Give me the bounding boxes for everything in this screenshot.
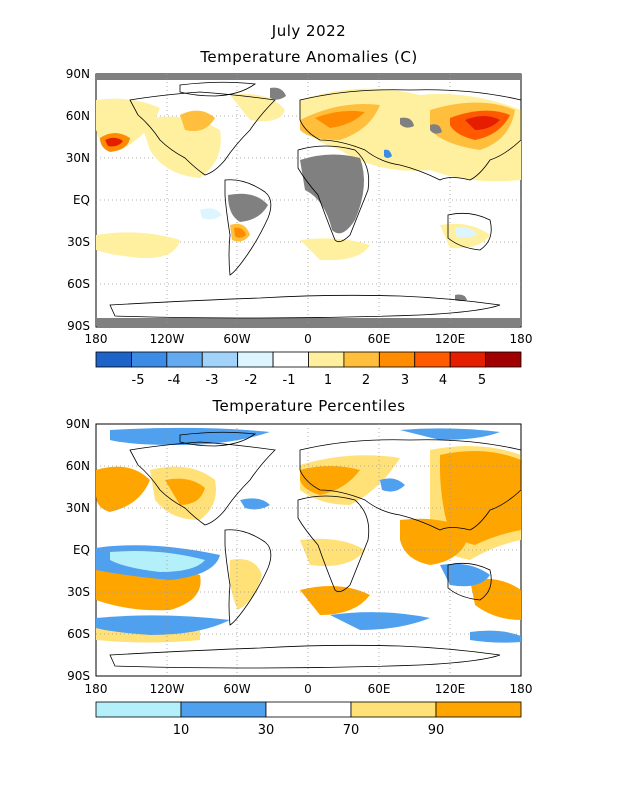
colorbar-swatch bbox=[265, 701, 352, 718]
lon-label: 0 bbox=[304, 332, 312, 346]
lat-label: EQ bbox=[73, 193, 90, 207]
colorbar-label: 4 bbox=[439, 373, 447, 388]
lon-label: 60W bbox=[223, 332, 250, 346]
lat-label: 30S bbox=[67, 235, 90, 249]
colorbar-label: 1 bbox=[324, 373, 332, 388]
lat-label: 30S bbox=[67, 585, 90, 599]
lat-label: 30N bbox=[66, 151, 90, 165]
lat-label: 60N bbox=[66, 109, 90, 123]
lon-label: 180 bbox=[510, 332, 533, 346]
anomaly-colorbar bbox=[95, 351, 522, 368]
lat-label: 90N bbox=[66, 417, 90, 431]
percentile-map-title: Temperature Percentiles bbox=[212, 397, 406, 415]
colorbar-label: -3 bbox=[206, 373, 219, 388]
lon-label: 120W bbox=[150, 332, 185, 346]
colorbar-swatch bbox=[308, 351, 345, 368]
colorbar-swatch bbox=[435, 701, 522, 718]
lon-label: 120E bbox=[435, 682, 466, 696]
lat-label: 90S bbox=[67, 669, 90, 683]
lat-label: 90S bbox=[67, 319, 90, 333]
colorbar-swatch bbox=[201, 351, 239, 368]
anomaly-lat-labels: 90N 60N 30N EQ 30S 60S 90S bbox=[66, 67, 90, 333]
anomaly-colorbar-labels: -5 -4 -3 -2 -1 1 2 3 4 5 bbox=[132, 373, 487, 388]
lon-label: 120E bbox=[435, 332, 466, 346]
colorbar-swatch bbox=[95, 351, 132, 368]
anomaly-map: 90N 60N 30N EQ 30S 60S 90S 180 120W 60W … bbox=[66, 67, 533, 388]
colorbar-label: 30 bbox=[258, 723, 275, 738]
colorbar-label: 90 bbox=[428, 723, 445, 738]
lat-label: 90N bbox=[66, 67, 90, 81]
colorbar-swatch bbox=[485, 351, 522, 368]
percentile-coastlines bbox=[109, 431, 522, 669]
colorbar-swatch bbox=[180, 701, 267, 718]
lat-label: EQ bbox=[73, 543, 90, 557]
percentile-map: 90N 60N 30N EQ 30S 60S 90S 180 120W 60W … bbox=[66, 417, 533, 738]
colorbar-swatch bbox=[131, 351, 168, 368]
colorbar-swatch bbox=[350, 701, 437, 718]
colorbar-label: -2 bbox=[245, 373, 258, 388]
lon-label: 120W bbox=[150, 682, 185, 696]
colorbar-swatch bbox=[95, 701, 182, 718]
colorbar-swatch bbox=[237, 351, 274, 368]
lon-label: 180 bbox=[510, 682, 533, 696]
lon-label: 180 bbox=[85, 332, 108, 346]
colorbar-swatch bbox=[343, 351, 380, 368]
lon-label: 60W bbox=[223, 682, 250, 696]
colorbar-label: 70 bbox=[343, 723, 360, 738]
colorbar-label: 5 bbox=[478, 373, 486, 388]
colorbar-label: 10 bbox=[173, 723, 190, 738]
colorbar-label: 2 bbox=[362, 373, 370, 388]
anomaly-shading bbox=[96, 87, 521, 301]
lon-label: 0 bbox=[304, 682, 312, 696]
lon-label: 180 bbox=[85, 682, 108, 696]
anomaly-lon-labels: 180 120W 60W 0 60E 120E 180 bbox=[85, 332, 533, 346]
lat-label: 30N bbox=[66, 501, 90, 515]
lat-label: 60S bbox=[67, 277, 90, 291]
percentile-colorbar-labels: 10 30 70 90 bbox=[173, 723, 445, 738]
colorbar-swatch bbox=[414, 351, 451, 368]
map-title: July 2022 bbox=[271, 22, 347, 40]
colorbar-label: -5 bbox=[132, 373, 145, 388]
colorbar-label: -1 bbox=[283, 373, 296, 388]
lon-label: 60E bbox=[368, 332, 391, 346]
lon-label: 60E bbox=[368, 682, 391, 696]
lat-label: 60N bbox=[66, 459, 90, 473]
colorbar-label: -4 bbox=[168, 373, 181, 388]
percentile-colorbar bbox=[95, 701, 522, 718]
anomaly-coastlines bbox=[109, 81, 522, 319]
anomaly-map-title: Temperature Anomalies (C) bbox=[200, 48, 418, 66]
colorbar-swatch bbox=[272, 351, 309, 368]
percentile-lat-labels: 90N 60N 30N EQ 30S 60S 90S bbox=[66, 417, 90, 683]
colorbar-swatch bbox=[166, 351, 203, 368]
colorbar-swatch bbox=[449, 351, 486, 368]
colorbar-swatch bbox=[378, 351, 416, 368]
percentile-lon-labels: 180 120W 60W 0 60E 120E 180 bbox=[85, 682, 533, 696]
colorbar-label: 3 bbox=[401, 373, 409, 388]
lat-label: 60S bbox=[67, 627, 90, 641]
percentile-shading bbox=[96, 427, 521, 643]
